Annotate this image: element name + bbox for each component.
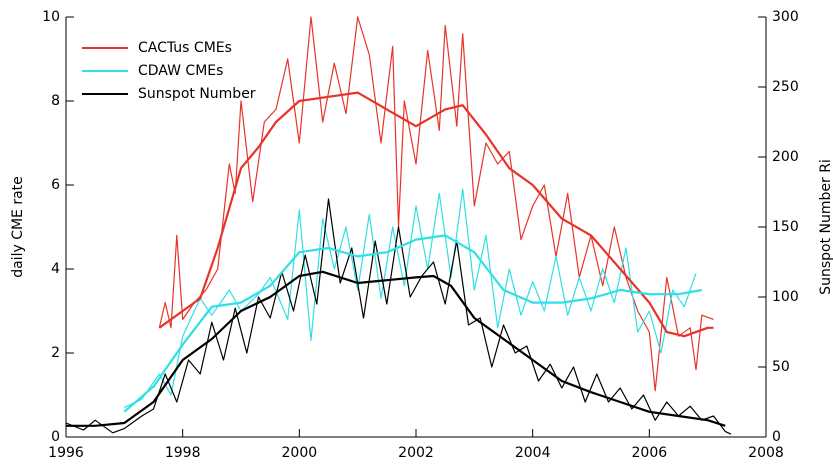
- y2-tick-label: 200: [772, 149, 799, 165]
- y-axis-label: daily CME rate: [10, 176, 26, 278]
- y-tick-label: 8: [51, 93, 60, 109]
- y2-tick-label: 50: [772, 359, 790, 375]
- x-tick-label: 2002: [398, 445, 434, 461]
- y-tick-label: 4: [51, 261, 60, 277]
- smoothed-line: [123, 234, 702, 413]
- y-tick-label: 0: [51, 429, 60, 445]
- y2-tick-label: 300: [772, 9, 799, 25]
- y-tick-label: 6: [51, 177, 60, 193]
- y2-tick-label: 250: [772, 79, 799, 95]
- x-tick-label: 1998: [165, 445, 201, 461]
- smoothed-line: [66, 270, 726, 427]
- y2-tick-label: 0: [772, 429, 781, 445]
- y2-tick-label: 150: [772, 219, 799, 235]
- smoothed-line: [158, 91, 714, 338]
- legend-label: Sunspot Number: [138, 86, 256, 102]
- monthly-line: [158, 16, 714, 392]
- y2-axis-label: Sunspot Number Ri: [818, 159, 833, 295]
- x-tick-label: 2004: [515, 445, 551, 461]
- y-tick-label: 2: [51, 345, 60, 361]
- x-tick-label: 2000: [282, 445, 318, 461]
- y2-tick-label: 100: [772, 289, 799, 305]
- y-tick-label: 10: [42, 9, 60, 25]
- plot-area: [65, 16, 732, 435]
- monthly-line: [65, 198, 732, 435]
- x-tick-label: 2006: [632, 445, 668, 461]
- monthly-line: [124, 188, 697, 409]
- legend-label: CDAW CMEs: [138, 63, 223, 79]
- legend-label: CACTus CMEs: [138, 40, 232, 56]
- x-tick-label: 2008: [748, 445, 784, 461]
- x-tick-label: 1996: [48, 445, 84, 461]
